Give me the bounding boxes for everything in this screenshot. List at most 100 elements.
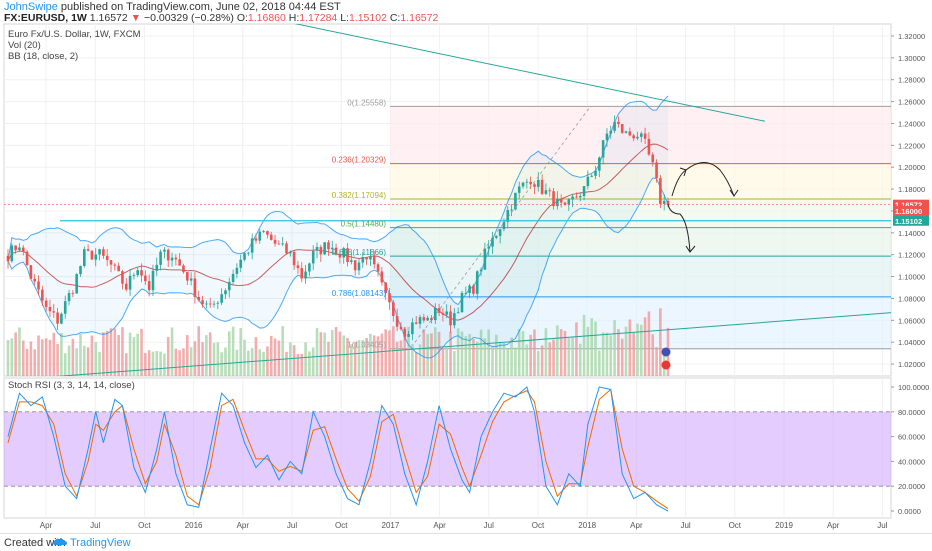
y-tick-label: 1.02000 <box>898 360 925 369</box>
legend-bb[interactable]: BB (18, close, 2) <box>8 51 79 62</box>
stoch-legend[interactable]: Stoch RSI (3, 3, 14, 14, close) <box>8 380 135 391</box>
high-value: 1.17284 <box>299 12 338 24</box>
stoch-tick-label: 60.0000 <box>898 433 925 442</box>
volume-bar <box>273 338 277 376</box>
symbol[interactable]: FX:EURUSD, 1W <box>4 12 87 24</box>
volume-bar <box>140 328 143 376</box>
candle-body <box>71 293 75 294</box>
candle-body <box>132 275 136 276</box>
candle-body <box>174 257 178 260</box>
candle-body <box>60 313 63 324</box>
volume-bar <box>437 331 441 376</box>
candle-body <box>102 249 105 256</box>
x-tick-label: Apr <box>433 521 446 530</box>
volume-bar <box>586 326 590 376</box>
volume-bar <box>346 337 349 376</box>
stoch-band <box>4 411 891 487</box>
volume-bar <box>330 330 334 376</box>
volume-bar <box>304 342 307 376</box>
candle-body <box>624 131 628 133</box>
volume-bar <box>548 342 552 376</box>
candle-body <box>411 322 414 335</box>
volume-bar <box>79 333 82 376</box>
volume-bar <box>254 337 258 376</box>
candle-body <box>334 247 338 254</box>
candle-body <box>533 184 536 187</box>
candle-body <box>300 268 304 279</box>
candle-body <box>178 259 181 266</box>
volume-bar <box>21 340 25 376</box>
x-tick-label: Oct <box>335 521 348 530</box>
volume-bar <box>403 327 407 376</box>
header-bar: JohnSwipe published on TradingView.com, … <box>0 0 932 24</box>
x-tick-label: Apr <box>40 521 53 530</box>
volume-bar <box>239 328 243 376</box>
candle-body <box>14 245 17 251</box>
author-link[interactable]: JohnSwipe <box>4 1 58 13</box>
volume-bar <box>369 333 372 376</box>
stoch-tick-label: 100.0000 <box>898 383 929 392</box>
y-tick-label: 1.14000 <box>898 229 925 238</box>
candle-body <box>277 243 281 245</box>
volume-bar <box>44 338 48 376</box>
candle-body <box>598 157 601 171</box>
candle-body <box>308 263 311 272</box>
volume-bar <box>655 347 658 376</box>
candle-body <box>403 329 407 337</box>
volume-bar <box>315 328 319 376</box>
candle-body <box>433 308 437 321</box>
volume-bar <box>575 322 578 376</box>
volume-bar <box>75 348 78 376</box>
price-badge-label: 1.16000 <box>895 207 922 216</box>
candle-body <box>472 285 475 294</box>
volume-bar <box>60 332 63 376</box>
eu-flag-icon <box>661 347 671 357</box>
volume-bar <box>29 341 33 376</box>
volume-bar <box>582 314 586 376</box>
volume-bar <box>605 332 609 376</box>
volume-bar <box>132 337 136 376</box>
candle-body <box>258 231 262 241</box>
candle-body <box>342 248 346 258</box>
candle-body <box>445 311 449 315</box>
x-tick-label: 2017 <box>382 521 400 530</box>
volume-bar <box>178 350 181 376</box>
legend-vol[interactable]: Vol (20) <box>8 40 41 51</box>
volume-bar <box>628 319 632 376</box>
volume-bar <box>571 337 574 376</box>
volume-bar <box>372 335 376 376</box>
volume-bar <box>380 333 384 376</box>
volume-bar <box>33 349 37 376</box>
candle-body <box>666 200 670 205</box>
price-badge <box>893 215 929 226</box>
legend: Euro Fx/U.S. Dollar, 1W, FXCM Vol (20) B… <box>8 29 141 62</box>
candle-body <box>170 257 174 261</box>
candle-body <box>628 131 632 136</box>
candle-body <box>453 313 456 326</box>
candle-body <box>639 133 643 137</box>
price-badge-label: 1.16572 <box>895 201 922 210</box>
volume-bar <box>262 351 265 376</box>
volume-bar <box>342 335 346 376</box>
candle-body <box>556 198 559 207</box>
stoch-tick-label: 20.0000 <box>898 482 925 491</box>
volume-bar <box>552 339 555 376</box>
candle-body <box>651 154 655 163</box>
candle-body <box>636 136 639 139</box>
legend-title[interactable]: Euro Fx/U.S. Dollar, 1W, FXCM <box>8 29 141 40</box>
candle-body <box>75 274 78 294</box>
candle-body <box>155 264 159 271</box>
stoch-tick-label: 40.0000 <box>898 457 925 466</box>
volume-bar <box>63 353 67 376</box>
candle-body <box>632 135 635 139</box>
volume-bar <box>472 338 475 376</box>
stoch-k-line <box>7 386 669 512</box>
candle-body <box>197 296 201 301</box>
volume-bar <box>411 343 414 376</box>
candle-body <box>582 186 586 197</box>
tradingview-logo[interactable]: TradingView <box>70 537 131 549</box>
x-tick-label: Jul <box>877 521 887 530</box>
x-tick-label: 2019 <box>775 521 793 530</box>
candle-body <box>475 271 479 294</box>
candle-body <box>296 265 300 269</box>
